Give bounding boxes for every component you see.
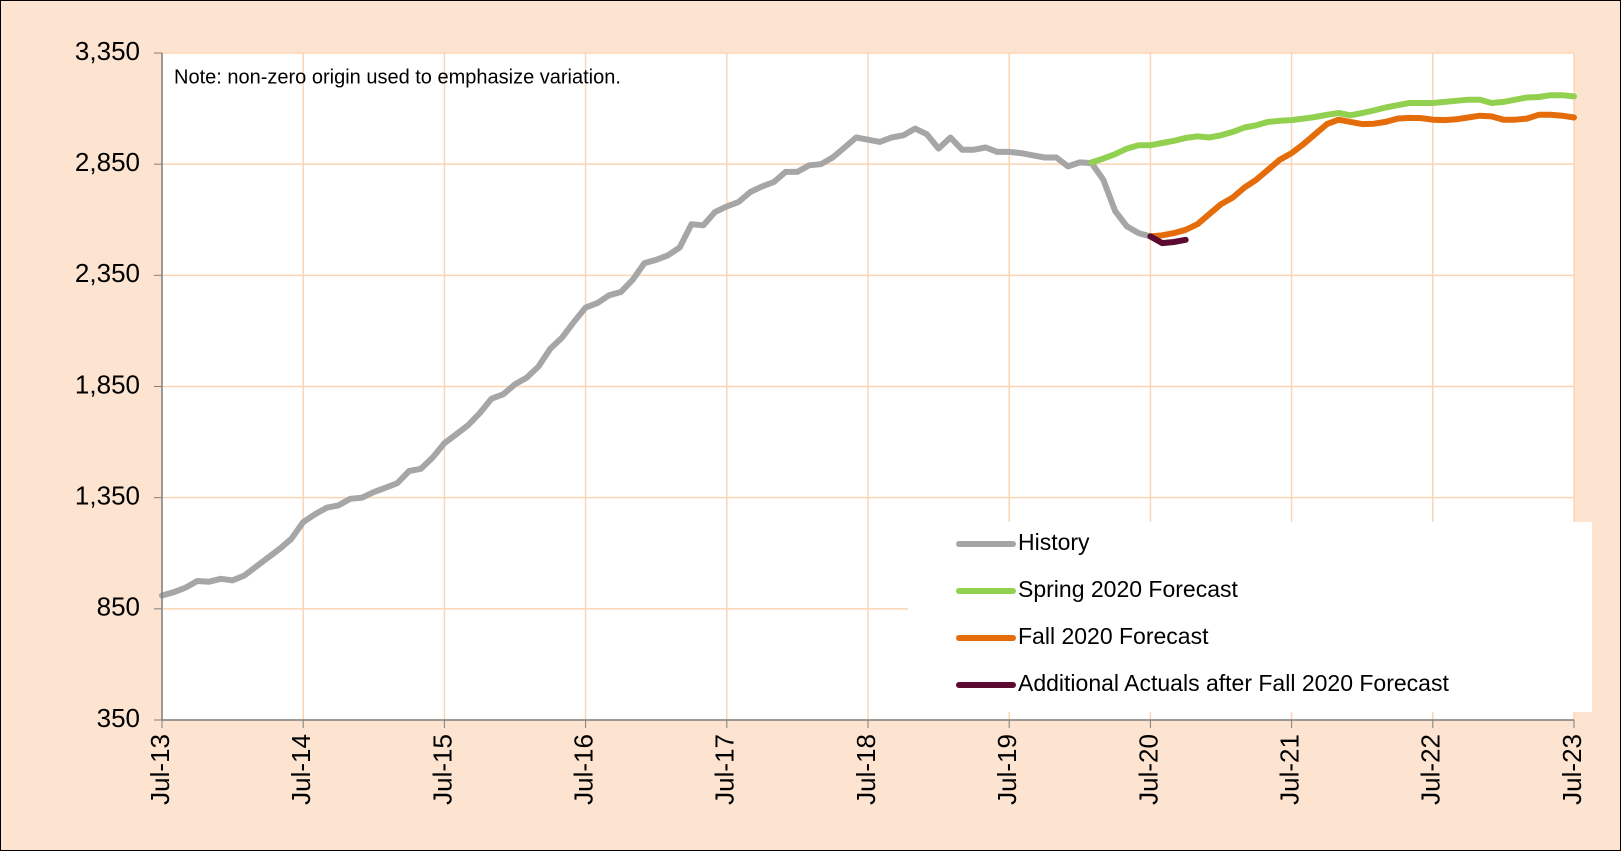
- x-tick-label: Jul-21: [1274, 734, 1304, 805]
- y-tick-label: 2,850: [75, 147, 140, 177]
- grid: [161, 52, 1575, 721]
- legend-label: Fall 2020 Forecast: [1018, 623, 1209, 649]
- legend-label: History: [1018, 529, 1090, 555]
- y-tick-label: 3,350: [75, 36, 140, 66]
- x-tick-label: Jul-23: [1557, 734, 1587, 805]
- y-tick-label: 2,350: [75, 258, 140, 288]
- series-line: [159, 125, 1154, 599]
- axes: 350 850 1,350 1,850 2,350 2,850 3,350 Jul-13 Jul…: [75, 36, 1587, 805]
- y-tick-label: 350: [97, 703, 140, 733]
- y-tick-label: 850: [97, 592, 140, 622]
- series-line: [1147, 233, 1189, 247]
- x-tick-label: Jul-13: [145, 734, 175, 805]
- x-tick-label: Jul-19: [992, 734, 1022, 805]
- series-line: [1088, 92, 1577, 166]
- x-tick-label: Jul-17: [710, 734, 740, 805]
- y-tick-label: 1,850: [75, 369, 140, 399]
- x-tick-label: Jul-16: [568, 734, 598, 805]
- x-tick-label: Jul-18: [851, 734, 881, 805]
- x-tick-label: Jul-22: [1416, 734, 1446, 805]
- legend: History Spring 2020 Forecast Fall 2020 For…: [956, 529, 1449, 696]
- lines: [159, 92, 1577, 599]
- note: Note: non-zero origin used to emphasize …: [174, 66, 621, 88]
- x-tick-label: Jul-15: [427, 734, 457, 805]
- legend-label: Additional Actuals after Fall 2020 Forec…: [1018, 670, 1449, 696]
- series-line: [1147, 111, 1577, 240]
- legend-label: Spring 2020 Forecast: [1018, 576, 1239, 602]
- legend-box: [908, 522, 1592, 712]
- x-tick-label: Jul-14: [286, 734, 316, 805]
- x-tick-label: Jul-20: [1133, 734, 1163, 805]
- y-tick-label: 1,350: [75, 481, 140, 511]
